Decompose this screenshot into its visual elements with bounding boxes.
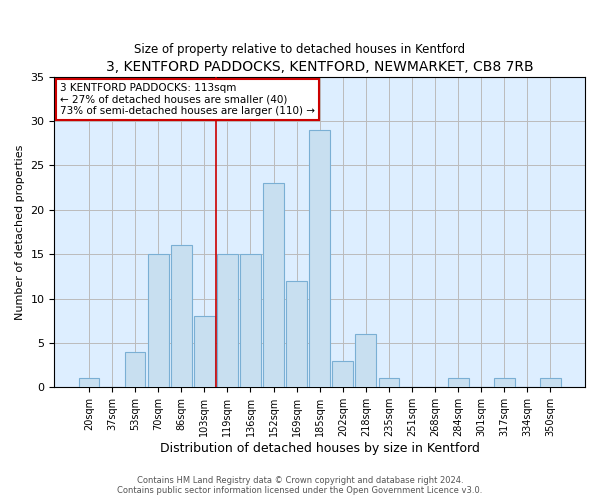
X-axis label: Distribution of detached houses by size in Kentford: Distribution of detached houses by size … [160,442,479,455]
Bar [217,254,238,388]
Bar [448,378,469,388]
Bar [310,130,330,388]
Bar [332,360,353,388]
Bar [494,378,515,388]
Bar [540,378,561,388]
Bar [286,281,307,388]
Bar [171,246,191,388]
Bar [194,316,215,388]
Y-axis label: Number of detached properties: Number of detached properties [15,144,25,320]
Title: 3, KENTFORD PADDOCKS, KENTFORD, NEWMARKET, CB8 7RB: 3, KENTFORD PADDOCKS, KENTFORD, NEWMARKE… [106,60,533,74]
Bar [263,183,284,388]
Bar [240,254,261,388]
Bar [125,352,145,388]
Text: 3 KENTFORD PADDOCKS: 113sqm
← 27% of detached houses are smaller (40)
73% of sem: 3 KENTFORD PADDOCKS: 113sqm ← 27% of det… [60,83,315,116]
Bar [379,378,400,388]
Bar [79,378,99,388]
Text: Size of property relative to detached houses in Kentford: Size of property relative to detached ho… [134,42,466,56]
Bar [355,334,376,388]
Text: Contains HM Land Registry data © Crown copyright and database right 2024.
Contai: Contains HM Land Registry data © Crown c… [118,476,482,495]
Bar [148,254,169,388]
